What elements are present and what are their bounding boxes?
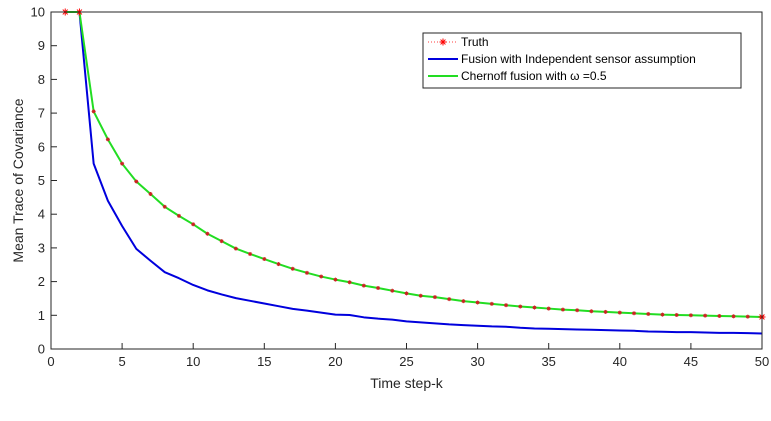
chernoff-point-marker (461, 299, 466, 304)
y-tick-label: 0 (38, 342, 45, 357)
chernoff-point-marker (660, 312, 665, 317)
chernoff-point-marker (447, 297, 452, 302)
chernoff-point-marker (91, 109, 96, 114)
y-tick-label: 9 (38, 38, 45, 53)
chernoff-point-marker (333, 277, 338, 282)
legend-label: Truth (461, 35, 489, 49)
chernoff-point-marker (162, 204, 167, 209)
chernoff-point-marker (532, 305, 537, 310)
chernoff-point-marker (319, 274, 324, 279)
chernoff-point-marker (233, 246, 238, 251)
legend-entry: Chernoff fusion with ω =0.5 (428, 69, 607, 83)
chernoff-point-marker (418, 293, 423, 298)
chernoff-point-marker (745, 314, 750, 319)
y-tick-label: 2 (38, 274, 45, 289)
y-tick-label: 6 (38, 139, 45, 154)
x-tick-label: 10 (186, 354, 200, 369)
chernoff-point-marker (105, 137, 110, 142)
chernoff-point-marker (603, 309, 608, 314)
x-tick-label: 30 (470, 354, 484, 369)
y-tick-label: 4 (38, 207, 45, 222)
legend-label: Chernoff fusion with ω =0.5 (461, 69, 607, 83)
chernoff-point-marker (646, 311, 651, 316)
legend-entry: Fusion with Independent sensor assumptio… (428, 52, 696, 66)
series-line (65, 11, 763, 335)
chernoff-point-marker (546, 306, 551, 311)
chernoff-point-marker (176, 213, 181, 218)
legend: Truth Fusion with Independent sensor assu… (422, 32, 742, 89)
chernoff-point-marker (376, 286, 381, 291)
y-axis-label: Mean Trace of Covariance (10, 98, 26, 262)
chernoff-point-marker (361, 283, 366, 288)
chernoff-point-marker (390, 288, 395, 293)
chernoff-point-marker (134, 179, 139, 184)
x-tick-label: 0 (47, 354, 54, 369)
y-tick-label: 10 (31, 5, 45, 20)
legend-entries: Truth Fusion with Independent sensor assu… (428, 35, 696, 83)
legend-entry: Truth (428, 35, 489, 49)
x-axis-label: Time step-k (370, 375, 444, 391)
chernoff-point-marker (560, 307, 565, 312)
chernoff-point-marker (688, 313, 693, 318)
chernoff-point-marker (205, 231, 210, 236)
y-tick-label: 1 (38, 308, 45, 323)
chernoff-point-marker (219, 239, 224, 244)
legend-label: Fusion with Independent sensor assumptio… (461, 52, 696, 66)
x-tick-label: 35 (541, 354, 555, 369)
chernoff-point-marker (404, 291, 409, 296)
chernoff-point-marker (290, 266, 295, 271)
chernoff-point-marker (617, 310, 622, 315)
x-tick-label: 45 (684, 354, 698, 369)
chernoff-point-marker (347, 280, 352, 285)
x-tick-label: 50 (755, 354, 769, 369)
chernoff-point-marker (717, 313, 722, 318)
y-tick-label: 8 (38, 72, 45, 87)
y-tick-label: 3 (38, 240, 45, 255)
chernoff-point-marker (276, 262, 281, 267)
chernoff-point-marker (120, 161, 125, 166)
chernoff-point-marker (148, 191, 153, 196)
legend-box (422, 32, 742, 89)
chernoff-point-marker (432, 295, 437, 300)
legend-asterisk-marker (439, 38, 447, 46)
chernoff-point-marker (489, 301, 494, 306)
chernoff-point-marker (504, 303, 509, 308)
chernoff-point-marker (703, 313, 708, 318)
chernoff-point-marker (575, 308, 580, 313)
y-tick-label: 5 (38, 173, 45, 188)
chernoff-point-marker (589, 309, 594, 314)
series-layer (61, 8, 766, 335)
x-tick-label: 5 (118, 354, 125, 369)
x-tick-label: 40 (613, 354, 627, 369)
chernoff-point-marker (475, 300, 480, 305)
chernoff-point-marker (518, 304, 523, 309)
chernoff-point-marker (191, 222, 196, 227)
y-tick-label: 7 (38, 106, 45, 121)
chernoff-point-marker (248, 251, 253, 256)
x-tick-label: 15 (257, 354, 271, 369)
chernoff-point-marker (731, 314, 736, 319)
chernoff-point-marker (262, 257, 267, 262)
chernoff-point-marker (674, 312, 679, 317)
series-line (65, 11, 763, 318)
x-tick-label: 25 (399, 354, 413, 369)
chernoff-point-marker (304, 270, 309, 275)
x-tick-label: 20 (328, 354, 342, 369)
chernoff-point-marker (632, 311, 637, 316)
